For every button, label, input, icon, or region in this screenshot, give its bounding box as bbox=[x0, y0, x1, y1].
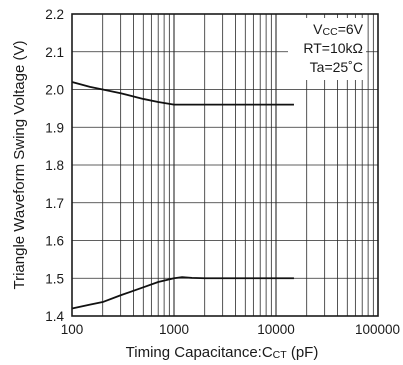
y-tick-label: 1.4 bbox=[45, 309, 64, 324]
y-tick-label: 2.2 bbox=[45, 7, 64, 22]
y-tick-labels: 1.4 1.5 1.6 1.7 1.8 1.9 2.0 2.1 2.2 bbox=[45, 7, 64, 324]
annotation-box bbox=[288, 18, 366, 80]
y-axis-title: Triangle Waveform Swing Voltage (V) bbox=[11, 41, 28, 290]
y-tick-label: 2.0 bbox=[45, 83, 64, 98]
x-tick-label: 100 bbox=[61, 322, 84, 337]
series-line-2 bbox=[71, 276, 294, 310]
x-tick-label: 1000 bbox=[159, 322, 189, 337]
x-tick-label: 10000 bbox=[257, 322, 295, 337]
y-tick-label: 1.7 bbox=[45, 196, 64, 211]
series-line-1 bbox=[71, 81, 294, 106]
y-tick-label: 2.1 bbox=[45, 45, 64, 60]
y-tick-label: 1.6 bbox=[45, 234, 64, 249]
x-tick-label: 100000 bbox=[355, 322, 400, 337]
series-group bbox=[71, 81, 294, 310]
annotations: VCC=6V RT=10kΩ Ta=25˚C bbox=[303, 21, 363, 75]
y-tick-label: 1.9 bbox=[45, 120, 64, 135]
grid bbox=[72, 14, 378, 316]
plot-frame bbox=[71, 13, 379, 317]
y-tick-label: 1.5 bbox=[45, 271, 64, 286]
annotation-line: Ta=25˚C bbox=[310, 59, 363, 75]
y-tick-label: 1.8 bbox=[45, 158, 64, 173]
annotation-line: RT=10kΩ bbox=[303, 40, 363, 56]
annotation-line: VCC=6V bbox=[313, 21, 363, 38]
x-axis-title: Timing Capacitance:CCT (pF) bbox=[126, 344, 319, 361]
x-tick-labels: 100 1000 10000 100000 bbox=[61, 322, 400, 337]
